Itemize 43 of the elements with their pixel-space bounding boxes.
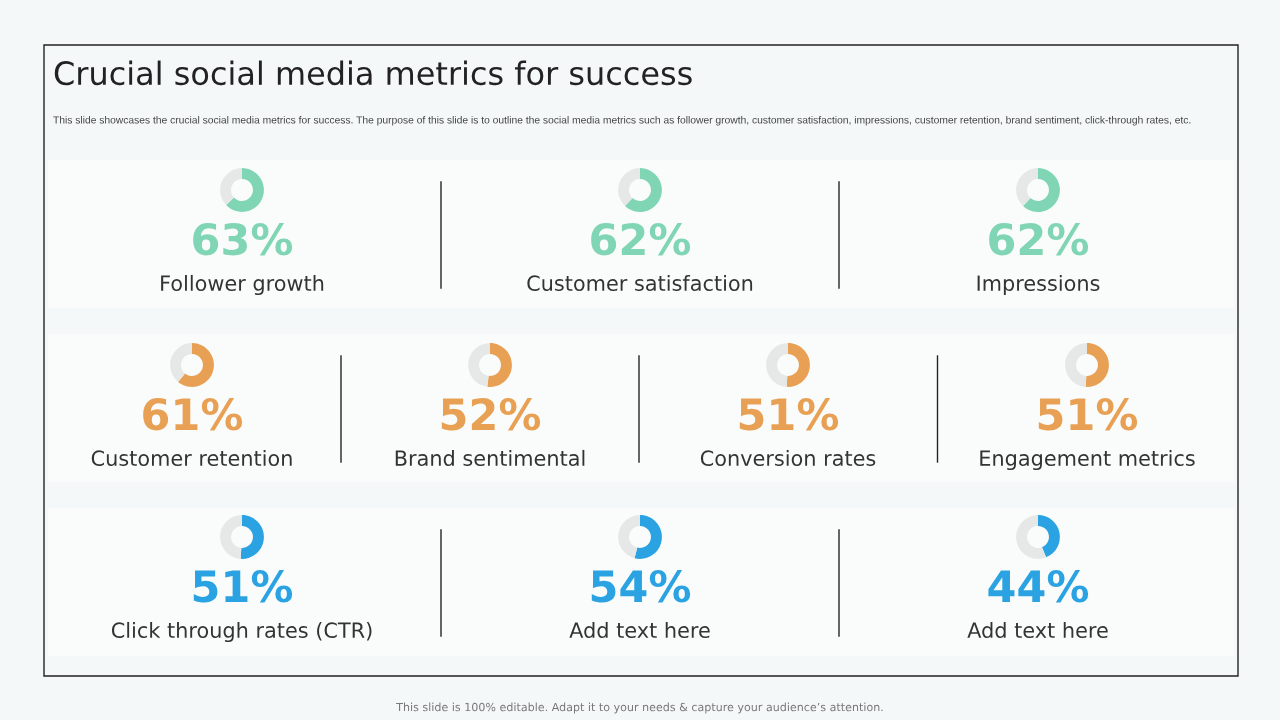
text: Follower growth: [161, 274, 324, 296]
donut-slice: [1065, 343, 1087, 387]
donut-slice: [226, 168, 264, 212]
text: This slide showcases the crucial social media metrics for success. The purpose of this slide is to outline the social media metrics such as follower growth, customer satisfaction, impressions, customer retention, brand sentiment, click-through rates, etc.: [53, 116, 1191, 126]
donut-slice: [786, 343, 810, 387]
text: Add text here: [967, 621, 1108, 639]
donut-slice: [487, 343, 512, 387]
donut-slice: [1016, 515, 1047, 559]
text: Conversion rates: [700, 449, 876, 467]
text: Engagement metrics: [980, 449, 1195, 471]
donut-slice: [618, 168, 640, 206]
text: Customer satisfaction: [527, 274, 753, 292]
text: Click through rates (CTR): [111, 621, 372, 643]
donut-slice: [170, 343, 192, 382]
text: This slide is 100% editable. Adapt it to your needs & capture your audience’s attention.: [396, 702, 883, 714]
text: Customer retention: [91, 449, 292, 467]
text: Impressions: [977, 274, 1100, 296]
donut-slice: [634, 515, 662, 559]
donut-slice: [240, 515, 264, 559]
donut-slice: [468, 343, 490, 387]
data-label: 51%: [193, 569, 293, 603]
donut-slice: [178, 343, 214, 387]
donut-slice: [1085, 343, 1109, 387]
donut-slice: [220, 515, 242, 559]
data-label: 61%: [143, 397, 243, 431]
donut-slice: [766, 343, 788, 387]
data-label: 51%: [739, 397, 839, 431]
donut-slice: [625, 168, 662, 212]
data-label: 62%: [591, 222, 691, 256]
data-label: 51%: [1038, 397, 1138, 431]
donut-slice: [220, 168, 242, 205]
donut-slice: [1038, 515, 1060, 558]
text: Add text here: [569, 621, 710, 639]
data-label: 44%: [988, 569, 1089, 603]
donut-slice: [1016, 168, 1038, 206]
data-label: 54%: [591, 569, 691, 603]
data-label: 62%: [989, 222, 1089, 256]
data-label: 63%: [193, 222, 293, 256]
text: Brand sentimental: [395, 449, 585, 467]
donut-slice: [1023, 168, 1060, 212]
donut-slice: [618, 515, 640, 559]
data-label: 52%: [441, 397, 541, 431]
text: Crucial social media metrics for success: [54, 60, 692, 86]
